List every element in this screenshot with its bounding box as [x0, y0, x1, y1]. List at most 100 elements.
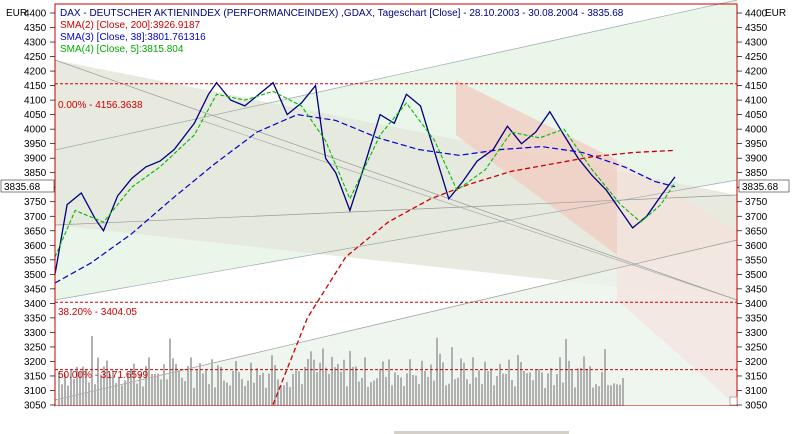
volume-bar [313, 359, 315, 406]
volume-bar [211, 359, 213, 406]
y-tick-label-right: 3150 [745, 371, 768, 382]
fib-label-38: 38.20% - 3404.05 [58, 307, 137, 318]
trend-line-5 [199, 119, 738, 301]
volume-bar [619, 384, 621, 406]
volume-bar [280, 385, 282, 406]
volume-bar [199, 363, 201, 406]
volume-bar [337, 363, 339, 406]
volume-bar [466, 379, 468, 406]
y-tick-label-left: 3950 [24, 139, 47, 150]
volume-bar [268, 373, 270, 406]
volume-bar [283, 385, 285, 406]
volume-bar [562, 382, 564, 406]
volume-bar [175, 364, 177, 406]
volume-bar [490, 368, 492, 406]
volume-bar [505, 373, 507, 406]
legend: DAX - DEUTSCHER AKTIENINDEX (PERFORMANCE… [60, 8, 624, 55]
volume-bar [274, 365, 276, 406]
volume-bar [154, 373, 156, 406]
volume-bar [361, 377, 363, 406]
volume-bar [316, 372, 318, 406]
volume-bar [226, 382, 228, 406]
volume-bar [76, 366, 78, 406]
left-price-marker: 3835.68 [0, 179, 55, 193]
resize-handle[interactable] [729, 396, 738, 406]
volume-bar [190, 357, 192, 406]
volume-bar [232, 370, 234, 406]
volume-bar [415, 375, 417, 406]
volume-bar [196, 369, 198, 406]
volume-bar [571, 369, 573, 406]
volume-bar [502, 373, 504, 406]
volume-bar [517, 354, 519, 406]
volume-bar [109, 373, 111, 406]
channel-shading [54, 0, 738, 406]
volume-bar [349, 351, 351, 406]
volume-bar [430, 364, 432, 406]
volume-bar [412, 375, 414, 406]
volume-bar [145, 366, 147, 406]
volume-bar [439, 353, 441, 406]
fibonacci-lines [55, 83, 737, 371]
volume-bar [355, 366, 357, 406]
volume-bar [463, 362, 465, 406]
volume-bar [445, 385, 447, 406]
y-tick-label-right: 3700 [745, 212, 768, 223]
volume-bar [424, 370, 426, 406]
volume-bar [526, 373, 528, 406]
volume-bar [331, 356, 333, 406]
volume-bar [595, 384, 597, 406]
price-line [54, 81, 676, 275]
volume-bar [157, 373, 159, 406]
volume-bar [616, 384, 618, 406]
volume-bar [67, 385, 69, 406]
y-tick-label-left: 3550 [24, 255, 47, 266]
y-tick-label-right: 3450 [745, 284, 768, 295]
volume-bar [220, 366, 222, 406]
y-tick-label-right: 4200 [745, 67, 768, 78]
volume-bar [214, 387, 216, 406]
volume-bar [511, 380, 513, 406]
volume-bar [532, 380, 534, 406]
right-price-marker: 3835.68 [738, 179, 790, 193]
legend-sma5: SMA(4) [Close, 5]:3815.804 [60, 44, 184, 55]
y-tick-label-left: 3650 [24, 226, 47, 237]
volume-bar [235, 361, 237, 406]
y-tick-label-left: 4100 [24, 96, 47, 107]
y-tick-label-left: 4350 [24, 23, 47, 34]
volume-bar [118, 376, 120, 406]
volume-bar [346, 386, 348, 406]
volume-bar [79, 372, 81, 406]
volume-bar [223, 380, 225, 406]
y-tick-label-right: 3250 [745, 342, 768, 353]
y-tick-label-right: 4150 [745, 81, 768, 92]
trend-line-3 [54, 194, 738, 226]
y-tick-label-right: 4350 [745, 23, 768, 34]
sma200-line [266, 149, 676, 420]
volume-bar [598, 386, 600, 406]
volume-bar [85, 370, 87, 406]
volume-bar [481, 384, 483, 406]
volume-bar [217, 365, 219, 406]
volume-bar [256, 368, 258, 406]
volume-bar [181, 377, 183, 406]
fib-label-50: 50.00% - 3171.6599 [58, 370, 149, 381]
horizontal-scrollbar[interactable] [394, 431, 569, 434]
volume-bar [550, 368, 552, 406]
y-tick-label-left: 3350 [24, 313, 47, 324]
volume-bar [286, 382, 288, 406]
volume-bar [310, 351, 312, 406]
volume-bar [82, 366, 84, 406]
right-unit-label: EUR [765, 8, 786, 19]
volume-bar [208, 383, 210, 406]
volume-bar [457, 377, 459, 406]
legend-sma38: SMA(3) [Close, 38]:3801.761316 [60, 32, 206, 43]
volume-bar [409, 359, 411, 406]
sma38-line [54, 113, 676, 284]
volume-bar [205, 369, 207, 406]
volume-bar [394, 372, 396, 406]
volume-bar [142, 386, 144, 406]
y-tick-label-right: 4050 [745, 110, 768, 121]
y-tick-label-right: 3950 [745, 139, 768, 150]
